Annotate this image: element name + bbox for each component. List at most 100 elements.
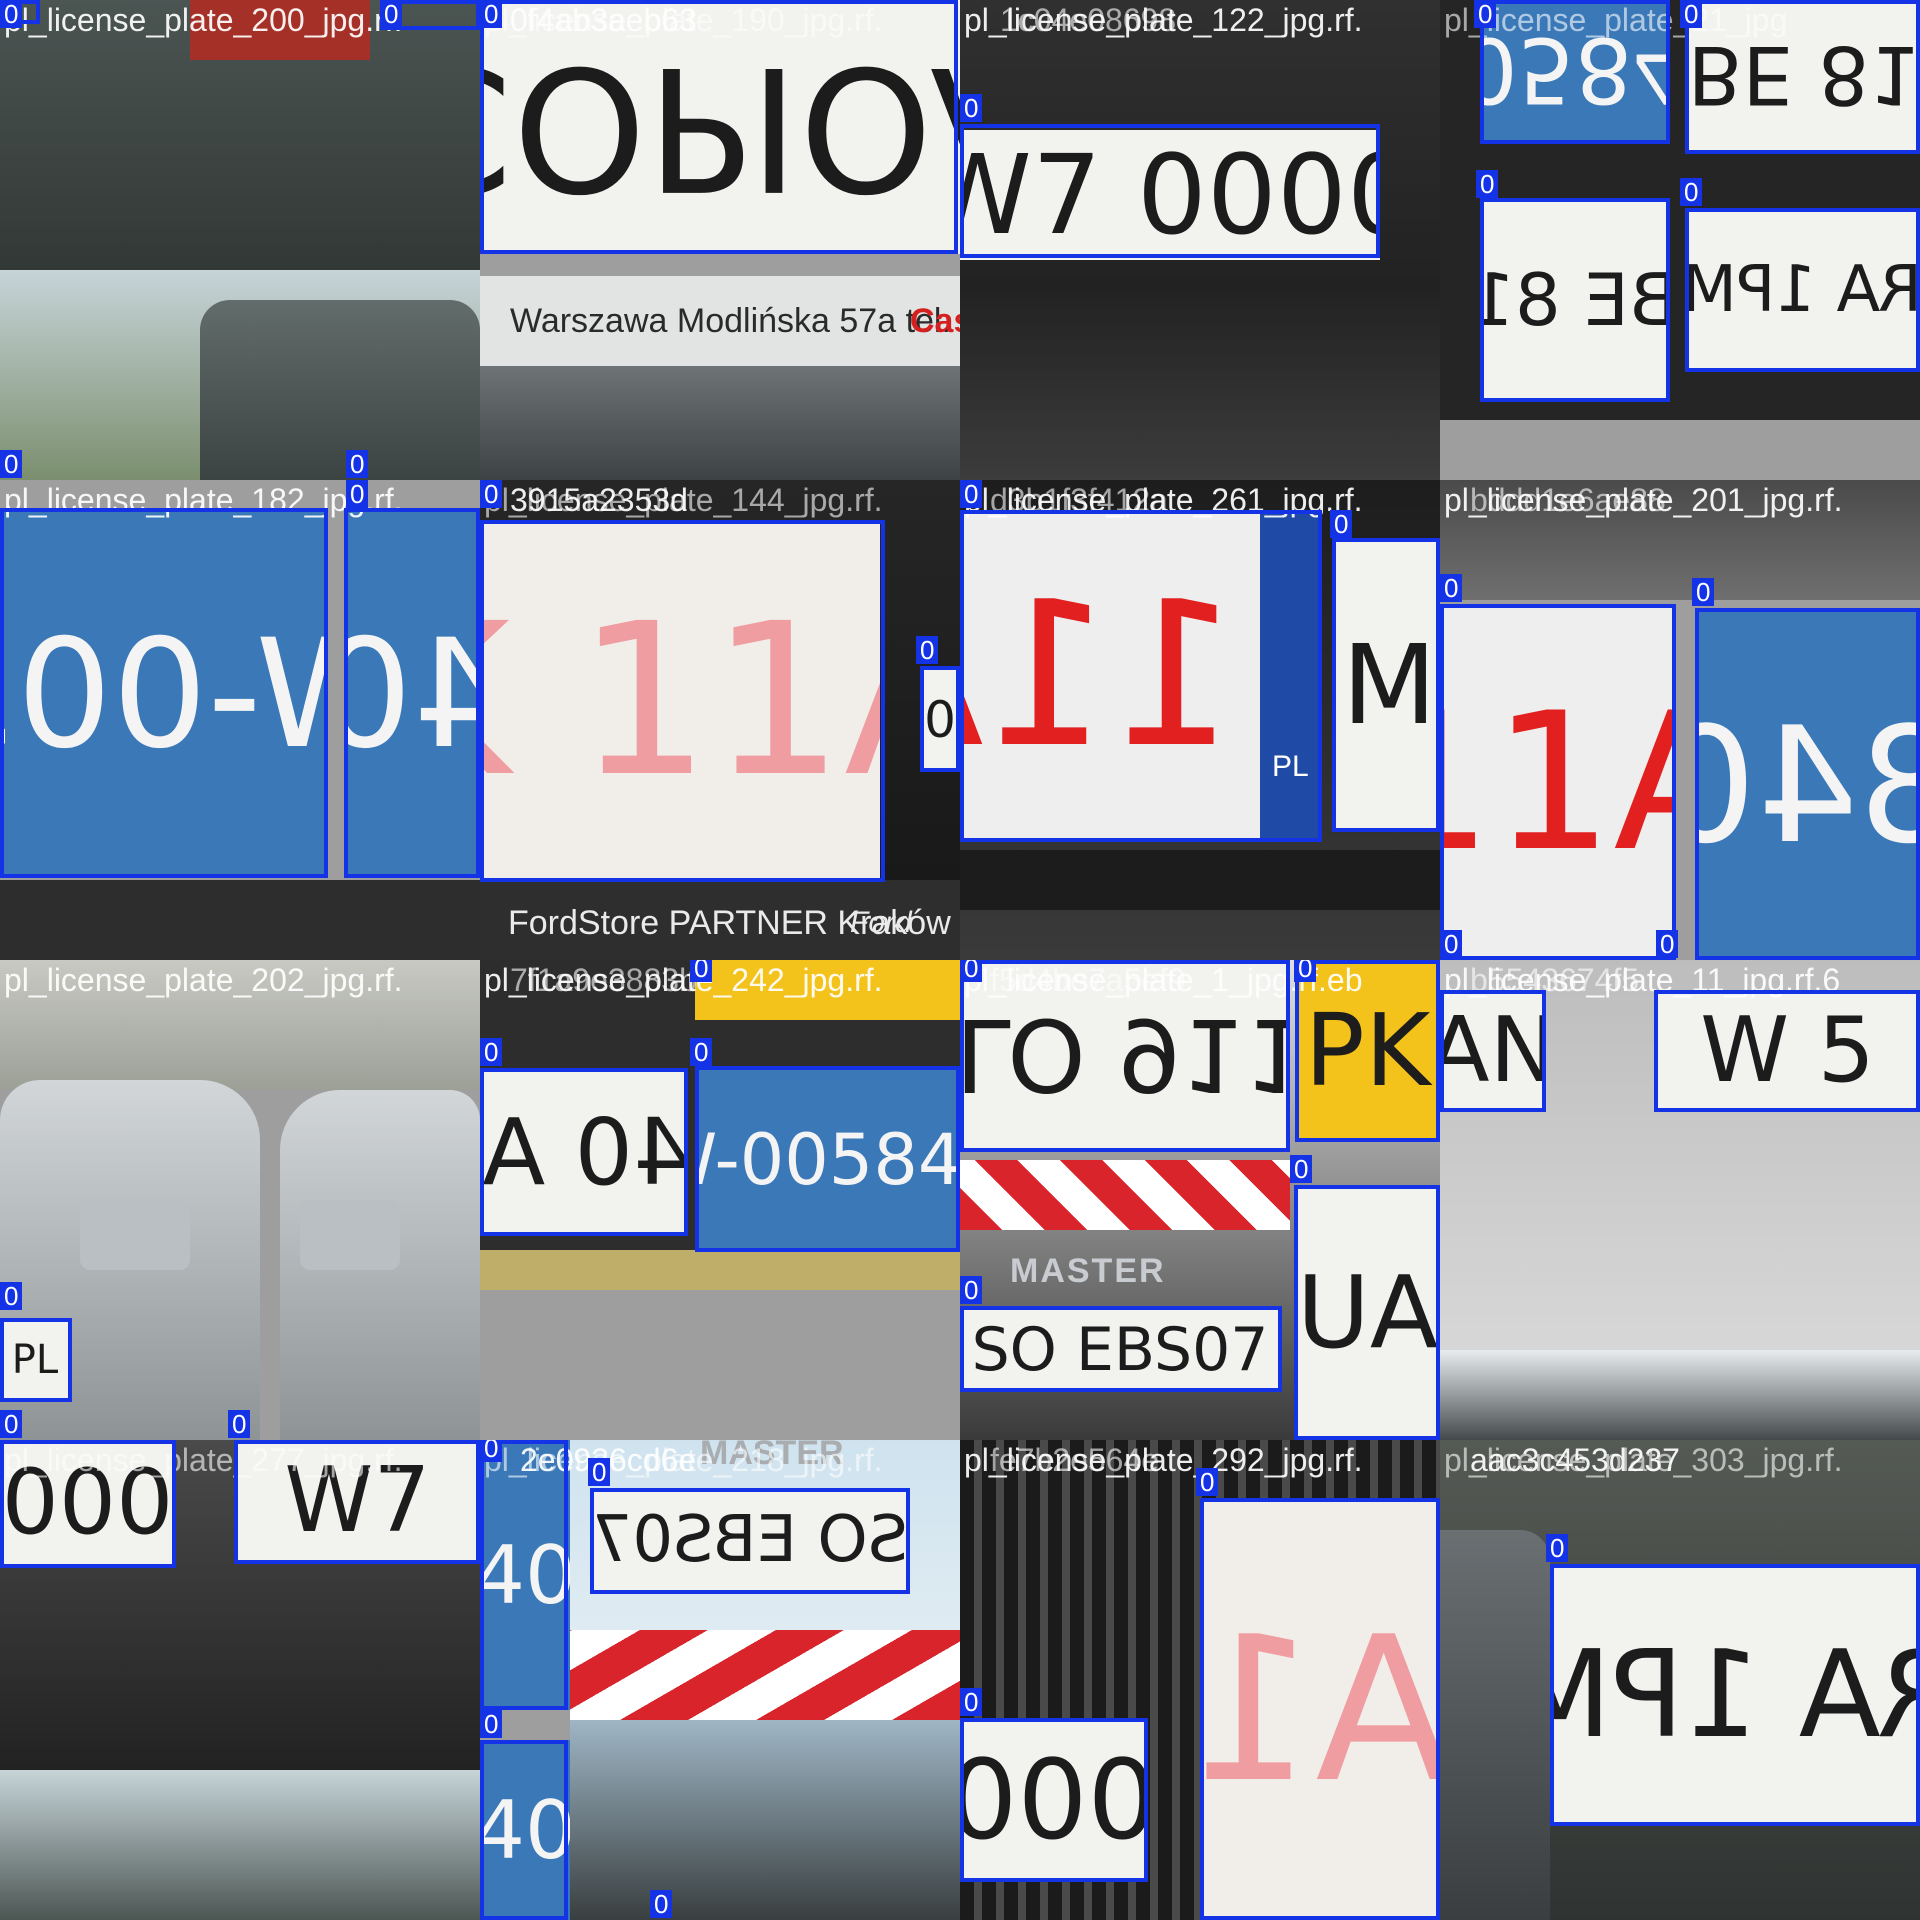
tile-title: pl_license_plate_144_jpg.rf.: [484, 482, 883, 518]
detection-box: [1654, 990, 1920, 1112]
detection-box: [960, 1718, 1148, 1882]
detection-box: [480, 1740, 568, 1920]
dealer-banner-text: FordStore PARTNER Kraków: [508, 904, 951, 942]
tile-6: K 11A PL PM3 pl_license_plate_261_jpg.rf…: [960, 480, 1440, 960]
license-plate: 40: [480, 1440, 570, 1710]
image-car-bumper: [480, 366, 960, 480]
tile-11: AN W 5 pl_license_plate_11_jpg.rf.6 b554…: [1440, 960, 1920, 1440]
detection-box: [1440, 604, 1676, 960]
tile-title: pl_license_plate_190_jpg.rf.: [484, 2, 883, 38]
detection-box: [590, 1488, 910, 1594]
class-label: 0: [650, 1890, 673, 1918]
detection-box: [1550, 1564, 1920, 1826]
class-label: 0: [1330, 510, 1353, 538]
class-label: 0: [690, 960, 713, 982]
detection-box: [1685, 208, 1920, 372]
image-dealer-frame: [960, 850, 1440, 910]
detection-box: [0, 1440, 176, 1568]
eu-band: [1260, 510, 1320, 840]
class-label: 0: [960, 960, 983, 982]
class-label: 0: [480, 1038, 503, 1066]
detection-box: [1294, 1185, 1440, 1440]
class-label: 0: [346, 480, 369, 508]
dealer-brand-text: Ford: [850, 906, 912, 939]
image-street: [1440, 480, 1920, 600]
class-label: 0: [1440, 574, 1463, 602]
class-label: 0: [960, 1276, 983, 1304]
tile-title-overlay: 7f1a9e3883b: [510, 962, 697, 998]
license-plate: W-005840: [695, 1070, 960, 1250]
eu-country-code: PL: [1272, 750, 1309, 783]
tile-title: pl_license_plate_303_jpg.rf.: [1444, 1442, 1843, 1478]
image-hazard-stripes: [960, 1160, 1290, 1230]
class-label: 0: [0, 450, 23, 478]
class-label: 0: [1476, 170, 1499, 198]
tile-title: pl_license_plate_242_jpg.rf.: [484, 962, 883, 998]
license-plate: 000: [960, 1720, 1145, 1880]
tile-5: K 11A FordStore PARTNER Kraków Ford 0 pl…: [480, 480, 960, 960]
tile-9: 140 AU W-005840 pl_license_plate_242_jpg…: [480, 960, 960, 1440]
detection-box: [1695, 608, 1920, 960]
class-label: 0: [690, 1038, 713, 1066]
tile-8: PL pl_license_plate_202_jpg.rf. 0 0 0: [0, 960, 480, 1440]
image-car-rear: [1440, 1530, 1550, 1920]
license-plate: W 5: [1655, 990, 1920, 1110]
class-label: 0: [1680, 0, 1703, 28]
tile-title-overlay: 3915a2353d: [510, 482, 688, 518]
tile-12: 000 W7 pl_license_plate_277_jpg.rf.: [0, 1440, 480, 1920]
class-label: 0: [1692, 578, 1715, 606]
detection-box: [0, 508, 328, 878]
detection-box: [480, 1440, 568, 1710]
image-car-gray: [200, 300, 480, 480]
image-dealer-frame: [0, 880, 480, 960]
detection-box: [1480, 198, 1670, 402]
class-label: 0: [0, 0, 23, 28]
class-label: 0: [1290, 1155, 1313, 1183]
class-label: 0: [960, 480, 983, 508]
image-parking-lot: [570, 1720, 960, 1920]
image-dealer-frame: [480, 880, 960, 960]
tile-title-overlay: aac3c453d237: [1470, 1442, 1680, 1478]
class-label: 0: [480, 0, 503, 28]
class-label: 0: [380, 0, 403, 28]
class-label: 0: [1474, 0, 1497, 28]
banner-strip: [480, 276, 960, 366]
brand-badge: MASTER: [1010, 1252, 1166, 1290]
tile-title: pl_license_plate_201_jpg.rf.: [1444, 482, 1843, 518]
tile-title: pl_license_plate_277_jpg.rf.: [4, 1442, 403, 1478]
license-plate: K 11A: [480, 520, 880, 880]
tile-14: A1 000 pl_license_plate_292_jpg.rf. fe7b…: [960, 1440, 1440, 1920]
license-plate: 11A: [1440, 604, 1675, 960]
detection-box: [480, 0, 958, 254]
image-garage: [0, 960, 480, 1090]
license-plate: 40: [480, 1740, 570, 1920]
dealer-banner-text: Warszawa Modlińska 57a tel. 519 40 40: [510, 302, 960, 340]
detection-box: [480, 1068, 688, 1236]
class-label: 0: [1680, 178, 1703, 206]
detection-box: [695, 1066, 960, 1252]
tile-7: 11A 840 pl_license_plate_201_jpg.rf. bdd…: [1440, 480, 1920, 960]
class-label: 0: [346, 450, 369, 478]
license-plate: AN: [1440, 990, 1545, 1110]
detection-box: [1200, 1498, 1440, 1920]
detection-box: [1295, 960, 1440, 1142]
detection-box: [1685, 0, 1920, 154]
detection-box: [1480, 0, 1670, 144]
image-street: [1440, 1350, 1920, 1440]
tile-title-overlay: 1c04e08698: [1000, 2, 1177, 38]
detection-box: [960, 510, 1322, 842]
tile-15: KRA 1PM3 pl_license_plate_303_jpg.rf. aa…: [1440, 1440, 1920, 1920]
class-label: 0: [0, 1410, 23, 1438]
class-label: 0: [588, 1458, 611, 1486]
class-label: 0: [0, 1282, 23, 1310]
tile-1: COPIOA Warszawa Modlińska 57a tel. 519 4…: [480, 0, 960, 480]
license-plate: SO EBS07: [960, 1310, 1280, 1390]
class-label: 0: [480, 1440, 503, 1462]
detection-box: [234, 1440, 480, 1564]
tile-13: MASTER SO EBS07 40 40 pl_license_plate_2…: [480, 1440, 960, 1920]
tile-0: pl_license_plate_200_jpg.rf. 0 0 0 0: [0, 0, 480, 480]
class-label: 0: [960, 94, 983, 122]
license-plate: W7: [235, 1440, 480, 1560]
